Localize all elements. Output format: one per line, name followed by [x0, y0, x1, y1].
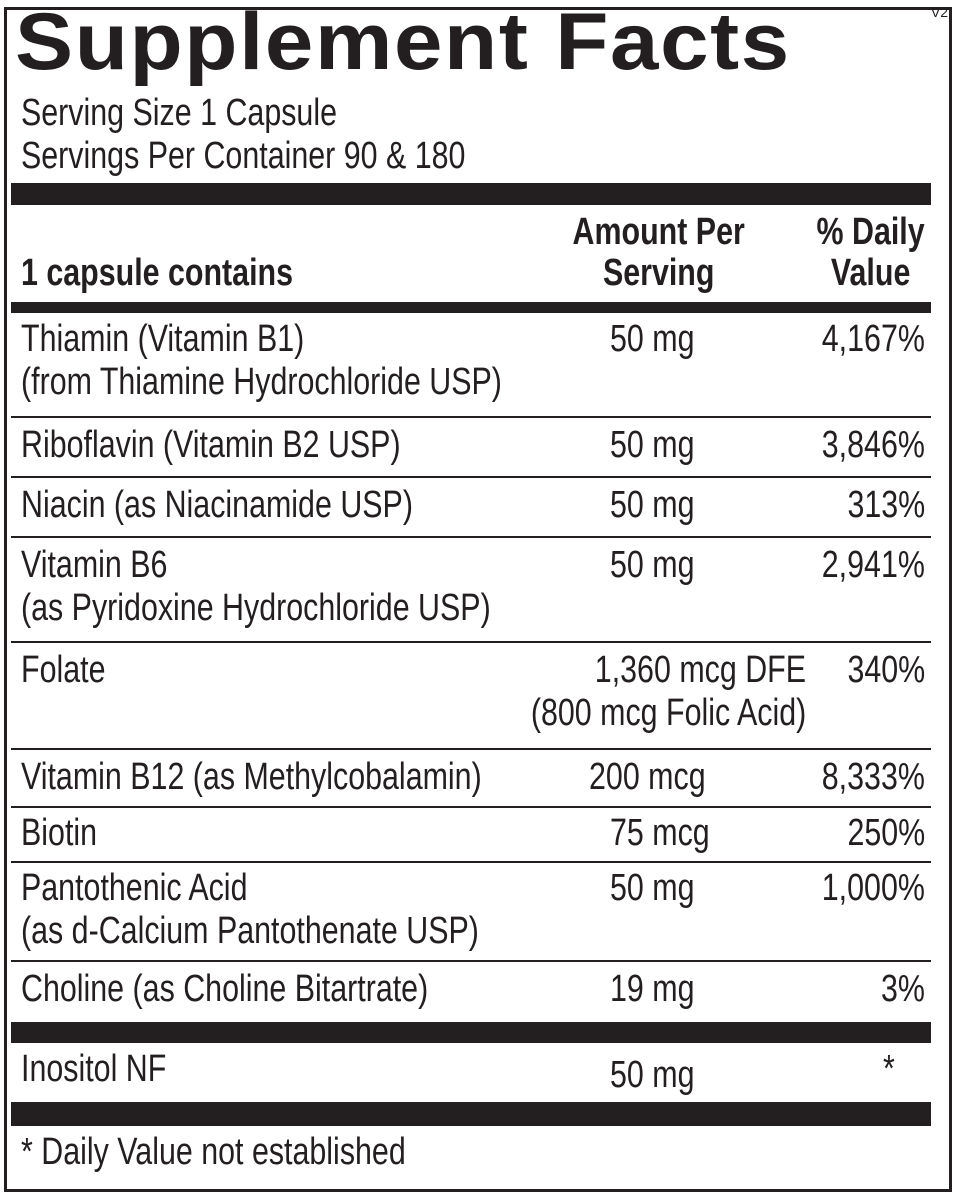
- nutrient-name: Folate: [21, 649, 106, 691]
- nutrient-amount-detail: (800 mcg Folic Acid): [530, 692, 806, 734]
- nutrient-source: (as d-Calcium Pantothenate USP): [21, 910, 479, 952]
- nutrient-name: Riboflavin (Vitamin B2 USP): [21, 424, 401, 466]
- nutrient-name: Thiamin (Vitamin B1): [21, 318, 305, 360]
- nutrient-amount: 200 mcg: [589, 756, 706, 798]
- thick-divider: [11, 1102, 931, 1126]
- nutrient-dv: 250%: [847, 812, 925, 854]
- nutrient-dv: 3,846%: [821, 424, 925, 466]
- header-dv-line1: % Daily: [816, 211, 926, 253]
- nutrient-amount: 19 mg: [610, 968, 695, 1010]
- nutrient-name: Niacin (as Niacinamide USP): [21, 484, 413, 526]
- nutrient-name: Choline (as Choline Bitartrate): [21, 968, 429, 1010]
- nutrient-amount: 1,360 mcg DFE: [594, 649, 806, 691]
- servings-per-container-text: Servings Per Container 90 & 180: [21, 135, 466, 177]
- panel-title: Supplement Facts: [15, 0, 791, 87]
- nutrient-name: Biotin: [21, 812, 98, 854]
- ingredient-amount: 50 mg: [610, 1054, 695, 1096]
- ingredient-dv-asterisk: *: [883, 1048, 895, 1090]
- row-divider: [11, 641, 931, 643]
- serving-size: Serving Size 1 Capsule: [21, 92, 416, 135]
- nutrient-dv: 3%: [881, 968, 925, 1010]
- header-dv-line2: Value: [831, 252, 911, 294]
- nutrient-dv: 4,167%: [821, 318, 925, 360]
- version-tag: V2: [930, 4, 948, 20]
- header-divider: [11, 302, 931, 313]
- nutrient-amount: 50 mg: [610, 318, 695, 360]
- nutrient-amount: 50 mg: [610, 424, 695, 466]
- row-divider: [11, 960, 931, 962]
- footnote-text: * Daily Value not established: [21, 1131, 406, 1173]
- column-header: 1 capsule contains Amount Per Serving % …: [11, 212, 931, 298]
- nutrient-source: (as Pyridoxine Hydrochloride USP): [21, 587, 491, 629]
- serving-size-text: Serving Size 1 Capsule: [21, 92, 337, 134]
- nutrient-name: Vitamin B12 (as Methylcobalamin): [21, 756, 482, 798]
- header-contains: 1 capsule contains: [21, 252, 294, 294]
- ingredient-name: Inositol NF: [21, 1048, 167, 1090]
- supplement-facts-panel: [4, 7, 952, 1192]
- header-amount-line1: Amount Per: [572, 211, 746, 253]
- nutrient-dv: 8,333%: [821, 756, 925, 798]
- row-divider: [11, 536, 931, 538]
- servings-per-container: Servings Per Container 90 & 180: [21, 135, 577, 178]
- nutrient-dv: 340%: [847, 649, 925, 691]
- nutrient-name: Pantothenic Acid: [21, 867, 248, 909]
- row-divider: [11, 416, 931, 418]
- footnote: * Daily Value not established: [21, 1131, 502, 1174]
- row-divider: [11, 806, 931, 808]
- row-divider: [11, 748, 931, 750]
- header-amount-line2: Serving: [603, 252, 715, 294]
- nutrient-source: (from Thiamine Hydrochloride USP): [21, 361, 502, 403]
- nutrient-amount: 50 mg: [610, 484, 695, 526]
- nutrient-amount: 50 mg: [610, 867, 695, 909]
- row-divider: [11, 476, 931, 478]
- nutrient-dv: 1,000%: [821, 867, 925, 909]
- nutrient-dv: 313%: [847, 484, 925, 526]
- nutrient-amount: 50 mg: [610, 544, 695, 586]
- thick-divider: [11, 1022, 931, 1043]
- nutrient-dv: 2,941%: [821, 544, 925, 586]
- nutrient-amount: 75 mcg: [610, 812, 710, 854]
- row-divider: [11, 861, 931, 863]
- thick-divider: [11, 183, 931, 205]
- nutrient-name: Vitamin B6: [21, 544, 168, 586]
